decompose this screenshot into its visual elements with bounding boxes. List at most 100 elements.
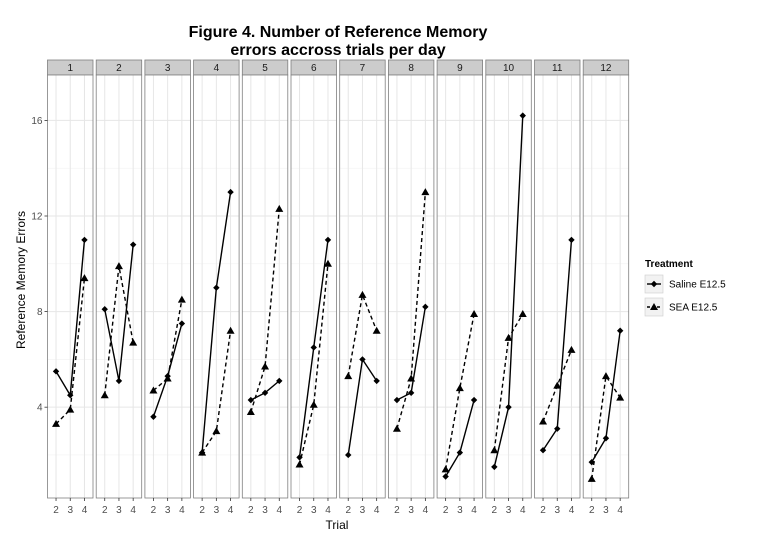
sea-point [616, 393, 625, 401]
panel-1: 1 2 3 4 [47, 59, 94, 516]
sea-point [129, 338, 138, 346]
chart-title-line-2: errors accross trials per day [230, 42, 445, 59]
sea-point [295, 460, 304, 468]
sea-point [114, 262, 123, 270]
legend: Treatment Saline E12.5 SEA E12.5 [644, 259, 726, 317]
x-tick-label: 2 [345, 505, 351, 516]
x-tick-label: 4 [520, 505, 526, 516]
facet-strip-label: 8 [408, 63, 414, 74]
panel-5: 5 2 3 4 [241, 59, 289, 516]
sea-point [587, 474, 596, 482]
x-tick-label: 2 [394, 505, 400, 516]
facet-strip-label: 3 [165, 63, 171, 74]
y-tick-label: 4 [37, 403, 43, 414]
panel-9: 9 2 3 4 [436, 59, 484, 516]
x-tick-label: 2 [492, 505, 498, 516]
sea-point [275, 204, 284, 212]
legend-diamond-icon [650, 280, 658, 288]
sea-point [323, 259, 332, 267]
sea-point [212, 427, 221, 435]
panel-8: 8 2 3 4 [387, 59, 435, 516]
facet-strip-label: 1 [67, 63, 73, 74]
facet-strip-label: 2 [116, 63, 122, 74]
legend-label: SEA E12.5 [669, 303, 718, 314]
panel-3: 32 3 4 [144, 59, 191, 516]
saline-point [115, 377, 123, 385]
sea-point [246, 407, 255, 415]
saline-point [178, 320, 186, 327]
sea-point [66, 405, 75, 413]
chart-title-line-1: Figure 4. Number of Reference Memory [189, 24, 488, 41]
x-tick-label: 3 [67, 505, 73, 516]
sea-point [226, 326, 235, 334]
x-tick-label: 2 [151, 505, 157, 516]
sea-line [347, 292, 378, 377]
x-tick-label: 3 [408, 505, 414, 516]
sea-point [567, 345, 576, 353]
saline-point [150, 413, 157, 420]
sea-line [201, 330, 232, 453]
x-tick-label: 3 [457, 505, 463, 516]
saline-point [491, 463, 498, 471]
facet-strip-label: 7 [360, 63, 366, 74]
y-tick-label: 8 [37, 307, 43, 318]
saline-point [616, 327, 624, 334]
x-tick-label: 4 [374, 505, 380, 516]
x-tick-label: 2 [102, 505, 108, 516]
x-tick-label: 4 [228, 505, 234, 516]
panel-4: 42 3 4 [193, 59, 240, 516]
panel-10: 10 2 3 4 [485, 59, 532, 516]
facet-strip-label: 12 [600, 63, 612, 74]
saline-point [554, 425, 561, 432]
facet-strip-label: 11 [552, 63, 563, 74]
legend-key-saline [644, 274, 664, 294]
sea-point [504, 333, 513, 341]
saline-point [359, 356, 366, 363]
saline-point [588, 458, 595, 466]
sea-point [539, 417, 548, 425]
panel-2: 22 3 4 [95, 59, 143, 516]
y-tick-label: 12 [31, 212, 43, 223]
sea-point [100, 391, 109, 399]
sea-point [518, 309, 527, 317]
facet-strip-label: 10 [503, 63, 515, 74]
saline-point [539, 447, 547, 454]
saline-point [101, 306, 108, 313]
sea-point [309, 400, 318, 408]
x-tick-label: 4 [179, 505, 185, 516]
x-tick-label: 4 [130, 505, 136, 516]
x-tick-label: 3 [506, 505, 512, 516]
sea-point [177, 295, 186, 303]
x-tick-label: 3 [554, 505, 560, 516]
sea-point [441, 465, 450, 473]
x-tick-label: 4 [617, 505, 623, 516]
saline-point [505, 403, 512, 411]
saline-point [296, 454, 303, 461]
panel-6: 6 2 3 4 [290, 59, 337, 516]
saline-point [164, 372, 171, 380]
x-tick-label: 4 [82, 505, 88, 516]
saline-point [568, 236, 575, 244]
sea-point [601, 372, 610, 380]
saline-point [52, 368, 60, 375]
facet-strip-label: 6 [311, 63, 317, 74]
sea-line [298, 263, 329, 465]
x-tick-label: 2 [297, 505, 303, 516]
saline-point [227, 188, 234, 196]
legend-triangle-icon [650, 303, 658, 310]
saline-point [81, 236, 88, 244]
sea-point [470, 309, 479, 317]
x-tick-label: 4 [276, 505, 282, 516]
sea-point [553, 381, 562, 389]
x-tick-label: 2 [443, 505, 449, 516]
sea-line [152, 299, 183, 391]
x-tick-label: 4 [471, 505, 477, 516]
saline-point [470, 396, 478, 404]
facet-strip-label: 5 [262, 63, 268, 74]
saline-point [247, 396, 255, 404]
saline-point [519, 112, 526, 119]
x-tick-label: 2 [540, 505, 546, 516]
sea-line [250, 208, 280, 413]
saline-point [373, 377, 380, 385]
saline-point [276, 377, 283, 385]
